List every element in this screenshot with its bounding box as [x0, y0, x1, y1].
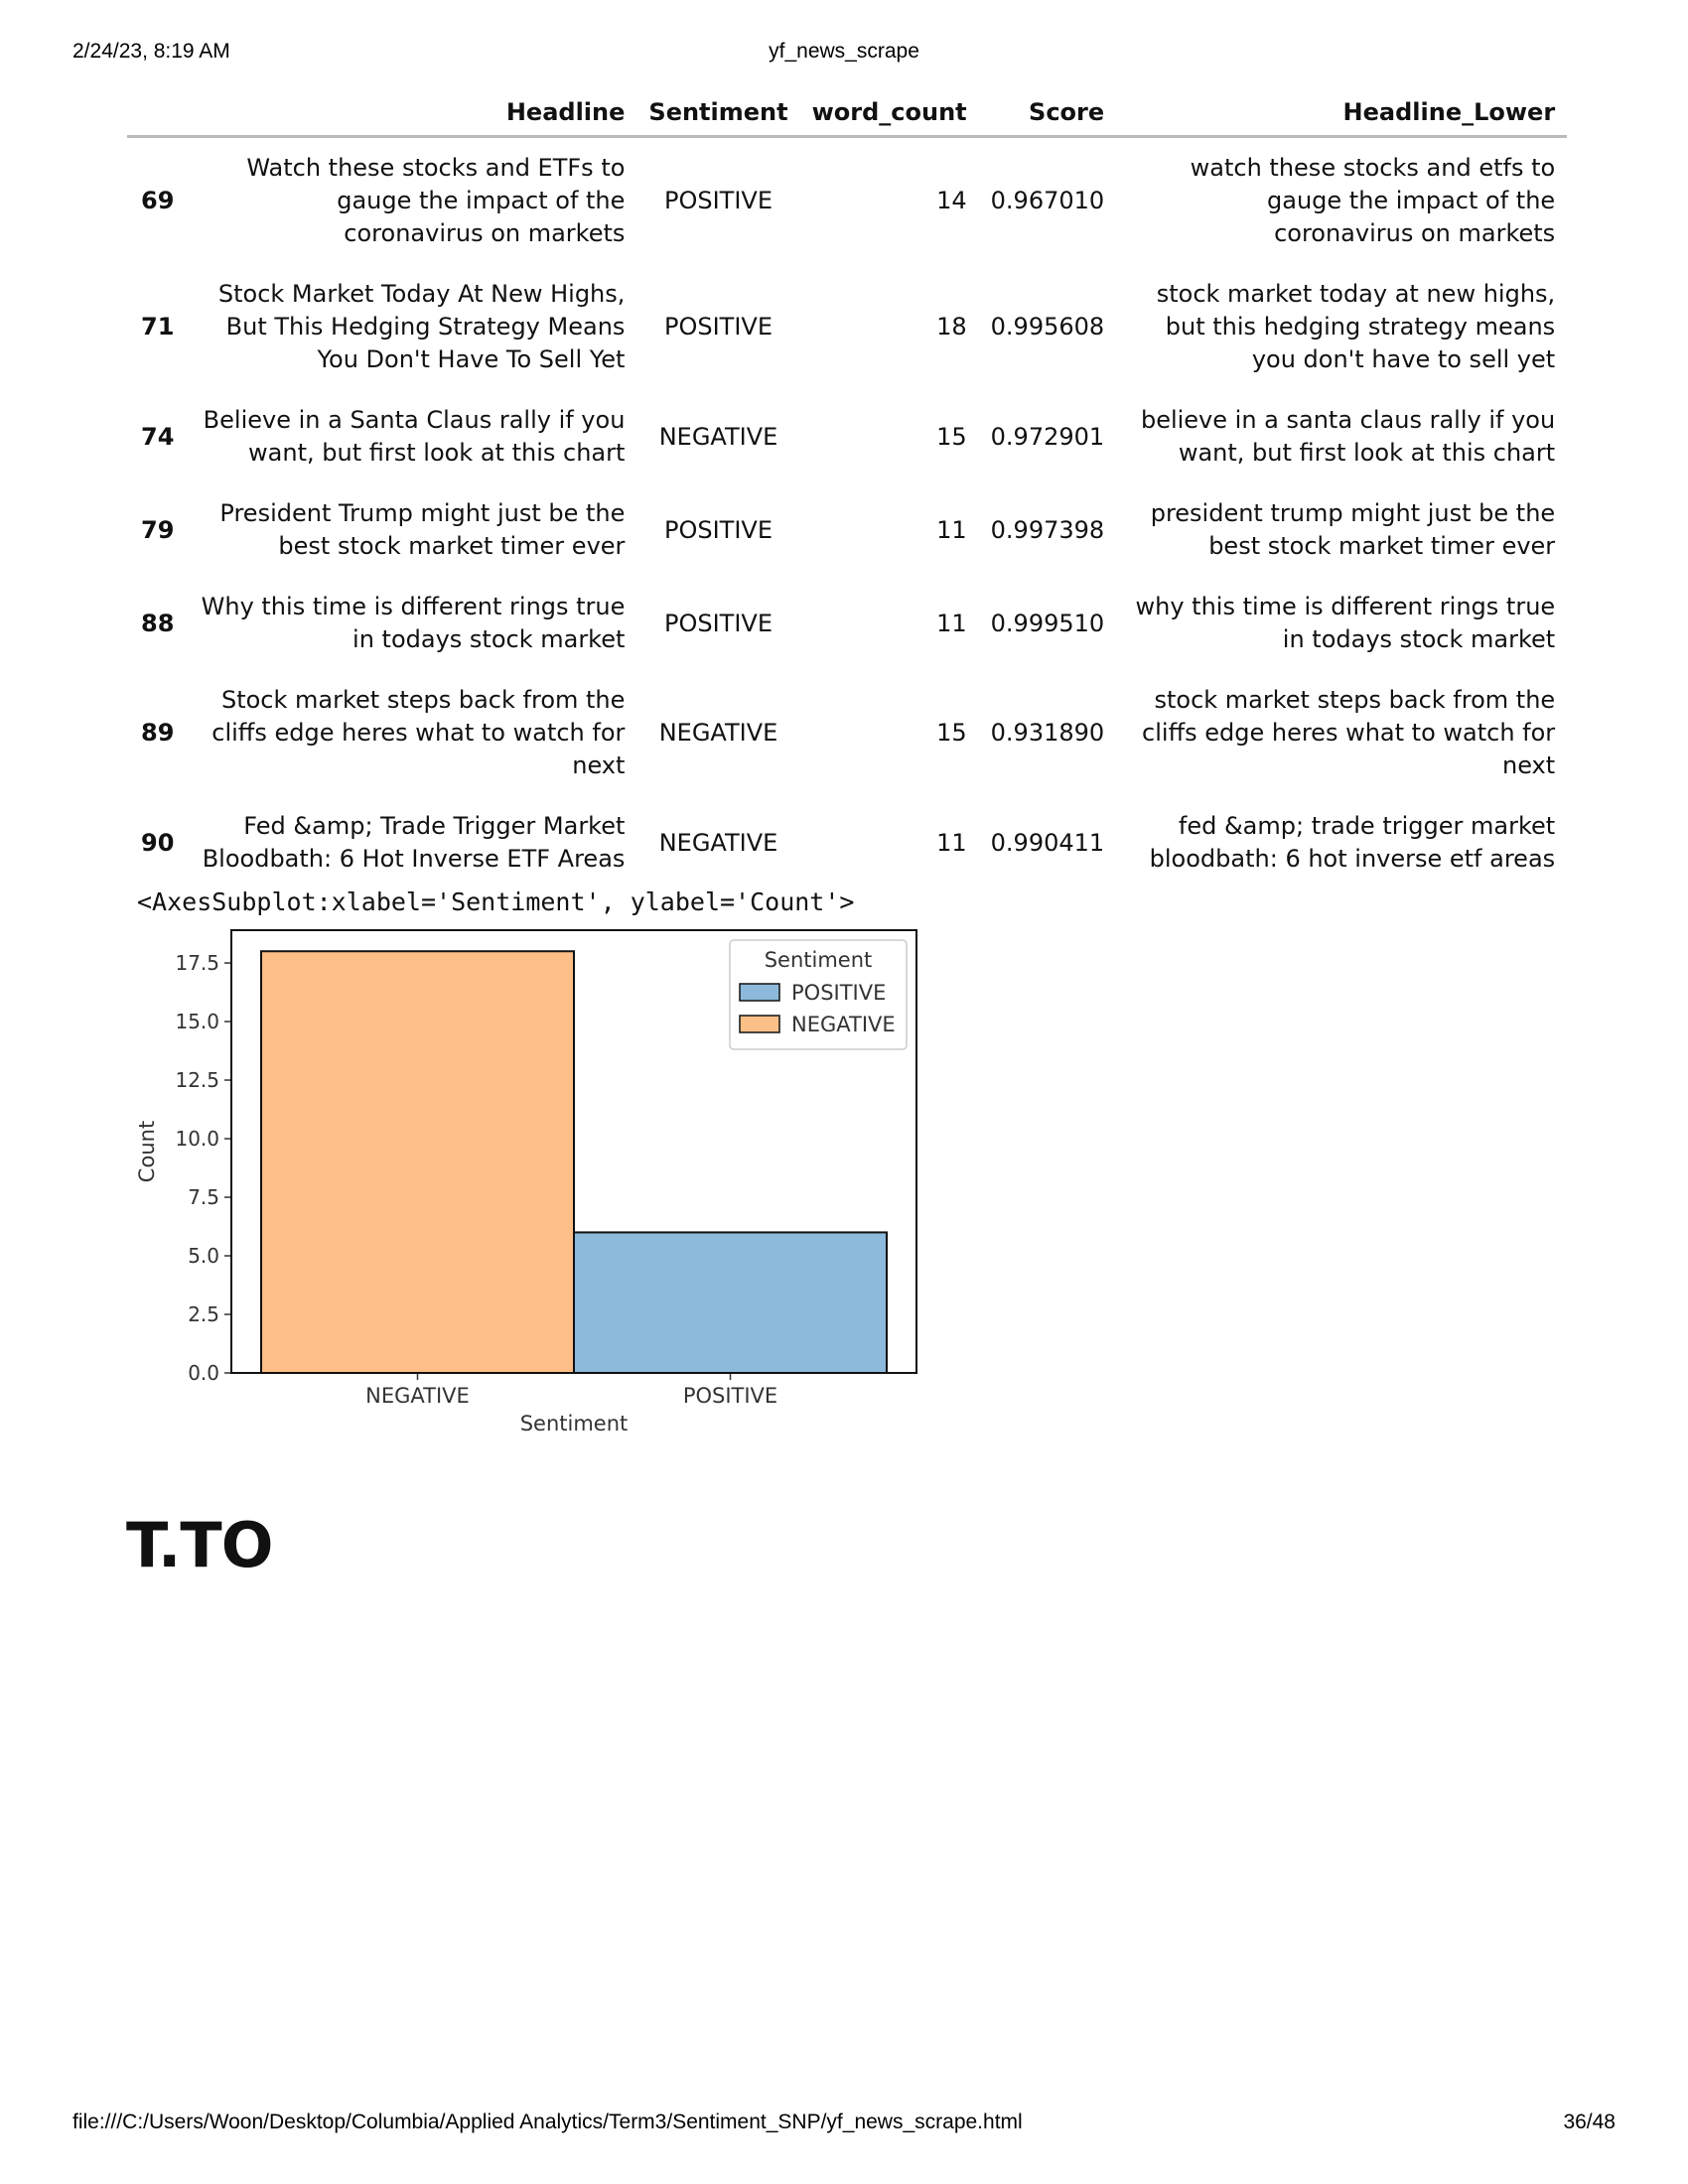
cell-headline-lower: watch these stocks and etfs to gauge the… [1190, 154, 1556, 247]
cell-score: 0.931890 [990, 719, 1105, 747]
cell-sentiment: POSITIVE [664, 313, 773, 341]
y-tick-label: 15.0 [175, 1010, 219, 1033]
axes-repr-output: <AxesSubplot:xlabel='Sentiment', ylabel=… [137, 887, 855, 916]
row-index: 89 [141, 719, 175, 747]
column-header-word-count: word_count [799, 89, 979, 138]
cell-score: 0.995608 [990, 313, 1105, 341]
cell-headline: Stock market steps back from the cliffs … [211, 686, 626, 779]
print-footer: file:///C:/Users/Woon/Desktop/Columbia/A… [72, 2111, 1616, 2140]
cell-word-count: 15 [936, 719, 967, 747]
cell-sentiment: NEGATIVE [658, 422, 778, 451]
sentiment-count-chart: NEGATIVE POSITIVE 0.0 2.5 5.0 7.5 10.0 12.5 15.0… [135, 929, 917, 1435]
print-title: yf_news_scrape [769, 40, 919, 63]
cell-sentiment: POSITIVE [664, 609, 773, 637]
cell-headline-lower: stock market steps back from the cliffs … [1142, 686, 1556, 779]
column-header-headline: Headline [186, 89, 637, 138]
table-row: 89 Stock market steps back from the cliff… [127, 670, 1567, 796]
y-tick-label: 12.5 [175, 1068, 219, 1092]
table-row: 90 Fed &amp; Trade Trigger Market Bloodba… [127, 796, 1567, 889]
cell-headline: Fed &amp; Trade Trigger Market Bloodbath… [202, 812, 626, 873]
column-header-sentiment: Sentiment [636, 89, 800, 138]
row-index: 74 [141, 422, 175, 451]
row-index: 79 [141, 515, 175, 544]
cell-word-count: 18 [936, 313, 967, 341]
legend-title: Sentiment [765, 948, 873, 972]
cell-sentiment: POSITIVE [664, 515, 773, 544]
print-header: 2/24/23, 8:19 AM yf_news_scrape [72, 40, 1616, 69]
row-index: 71 [141, 313, 175, 341]
cell-headline: Believe in a Santa Claus rally if you wa… [203, 406, 626, 467]
table-row: 74 Believe in a Santa Claus rally if you … [127, 390, 1567, 483]
cell-score: 0.967010 [990, 187, 1105, 214]
cell-score: 0.990411 [990, 828, 1105, 857]
y-tick-label: 10.0 [175, 1127, 219, 1151]
cell-sentiment: NEGATIVE [658, 719, 778, 747]
cell-headline: Why this time is different rings true in… [201, 593, 626, 653]
column-header-score: Score [978, 89, 1117, 138]
cell-headline: Watch these stocks and ETFs to gauge the… [246, 154, 626, 247]
cell-headline-lower: believe in a santa claus rally if you wa… [1140, 406, 1556, 467]
table-header-row: Headline Sentiment word_count Score Head… [127, 89, 1568, 138]
cell-word-count: 15 [936, 422, 967, 451]
y-tick-label: 0.0 [188, 1361, 219, 1385]
legend-label-positive: POSITIVE [791, 981, 886, 1005]
cell-headline: President Trump might just be the best s… [219, 499, 626, 560]
cell-score: 0.997398 [990, 515, 1105, 544]
cell-sentiment: NEGATIVE [658, 828, 778, 857]
table-row: 71 Stock Market Today At New Highs, But T… [127, 264, 1567, 390]
table-row: 79 President Trump might just be the best… [127, 483, 1567, 577]
y-tick-label: 17.5 [175, 951, 219, 975]
cell-headline-lower: president trump might just be the best s… [1150, 499, 1556, 560]
y-tick-label: 2.5 [188, 1302, 219, 1326]
cell-headline: Stock Market Today At New Highs, But Thi… [217, 280, 626, 373]
cell-headline-lower: stock market today at new highs, but thi… [1156, 280, 1556, 373]
plot-frame [230, 929, 917, 1374]
cell-word-count: 14 [936, 187, 967, 214]
dataframe-table: Headline Sentiment word_count Score Head… [127, 89, 1568, 890]
bar-negative [260, 950, 575, 1374]
cell-sentiment: POSITIVE [664, 187, 773, 214]
row-index: 88 [141, 609, 175, 637]
x-tick-label: NEGATIVE [365, 1384, 470, 1408]
table-row: 88 Why this time is different rings true … [127, 577, 1567, 670]
y-tick-label: 5.0 [188, 1244, 219, 1268]
column-header-index [127, 89, 187, 138]
row-index: 90 [141, 828, 175, 857]
legend-swatch-negative [739, 1015, 780, 1033]
print-datetime: 2/24/23, 8:19 AM [72, 40, 230, 63]
print-file-path: file:///C:/Users/Woon/Desktop/Columbia/A… [72, 2111, 1023, 2133]
legend-swatch-positive [739, 983, 780, 1002]
cell-headline-lower: fed &amp; trade trigger market bloodbath… [1149, 812, 1556, 873]
y-tick-label: 7.5 [188, 1185, 219, 1209]
cell-word-count: 11 [936, 609, 967, 637]
section-heading: T.TO [126, 1509, 273, 1581]
table-row: 69 Watch these stocks and ETFs to gauge t… [127, 137, 1567, 265]
cell-headline-lower: why this time is different rings true in… [1135, 593, 1556, 653]
cell-score: 0.972901 [990, 422, 1105, 451]
x-tick-label: POSITIVE [683, 1384, 777, 1408]
column-header-headline-lower: Headline_Lower [1116, 89, 1568, 138]
print-page-number: 36/48 [1563, 2111, 1616, 2133]
table-body: 69 Watch these stocks and ETFs to gauge t… [127, 137, 1567, 890]
x-axis-label: Sentiment [520, 1412, 629, 1435]
y-axis-label: Count [135, 1121, 159, 1182]
legend-label-negative: NEGATIVE [791, 1013, 896, 1036]
cell-word-count: 11 [936, 828, 967, 857]
cell-word-count: 11 [936, 515, 967, 544]
cell-score: 0.999510 [990, 609, 1105, 637]
bar-positive [573, 1231, 888, 1374]
row-index: 69 [141, 187, 175, 214]
